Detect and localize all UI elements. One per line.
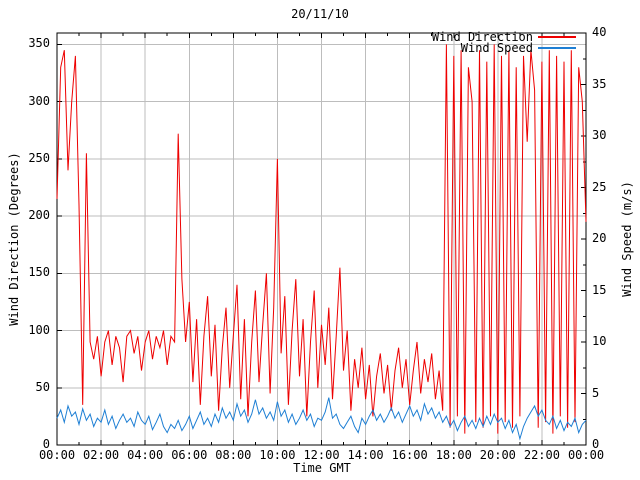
y-left-tick-label: 350 [28,36,50,51]
x-tick-label: 10:00 [259,448,296,462]
chart-title: 20/11/10 [291,7,349,21]
y-right-tick-label: 5 [592,385,600,400]
x-tick-label: 22:00 [523,448,560,462]
y-left-tick-label: 100 [28,322,50,337]
series-wind-speed [56,397,587,441]
y-right-tick-label: 25 [592,179,607,194]
y-left-axis-title: Wind Direction (Degrees) [7,152,21,326]
legend-line-wind-speed [538,46,576,49]
x-tick-label: 20:00 [479,448,516,462]
legend-line-wind-direction [538,35,576,38]
legend-item-wind-direction: Wind Direction [431,29,576,44]
legend-label-wind-speed: Wind Speed [460,40,533,55]
y-left-tick-label: 50 [35,379,50,394]
x-tick-label: 16:00 [391,448,428,462]
legend-label-wind-direction: Wind Direction [431,29,533,44]
y-right-axis-title: Wind Speed (m/s) [620,181,634,297]
x-tick-label: 06:00 [171,448,208,462]
x-tick-label: 18:00 [435,448,472,462]
y-right-tick-label: 0 [592,437,600,451]
series-wind-direction [56,44,587,434]
y-left-tick-label: 250 [28,150,50,165]
y-right-tick-label: 20 [592,231,607,245]
y-right-tick-label: 35 [592,76,607,91]
y-right-tick-label: 10 [592,334,607,348]
x-tick-label: 12:00 [303,448,340,462]
y-left-tick-label: 150 [28,265,50,280]
y-left-tick-label: 0 [42,437,50,451]
legend-item-wind-speed: Wind Speed [432,40,576,55]
x-tick-label: 04:00 [127,448,164,462]
legend: Wind Direction Wind Speed [431,29,576,55]
y-right-tick-label: 15 [592,282,607,297]
x-tick-label: 14:00 [347,448,384,462]
x-axis-title: Time GMT [293,461,351,475]
x-tick-label: 00:00 [567,448,605,462]
y-left-tick-label: 300 [28,93,50,108]
y-right-tick-label: 40 [592,25,607,39]
y-left-tick-label: 200 [28,208,50,223]
x-tick-label: 02:00 [83,448,120,462]
x-tick-label: 08:00 [215,448,252,462]
x-tick-label: 00:00 [38,448,76,462]
y-right-tick-label: 30 [592,128,607,142]
